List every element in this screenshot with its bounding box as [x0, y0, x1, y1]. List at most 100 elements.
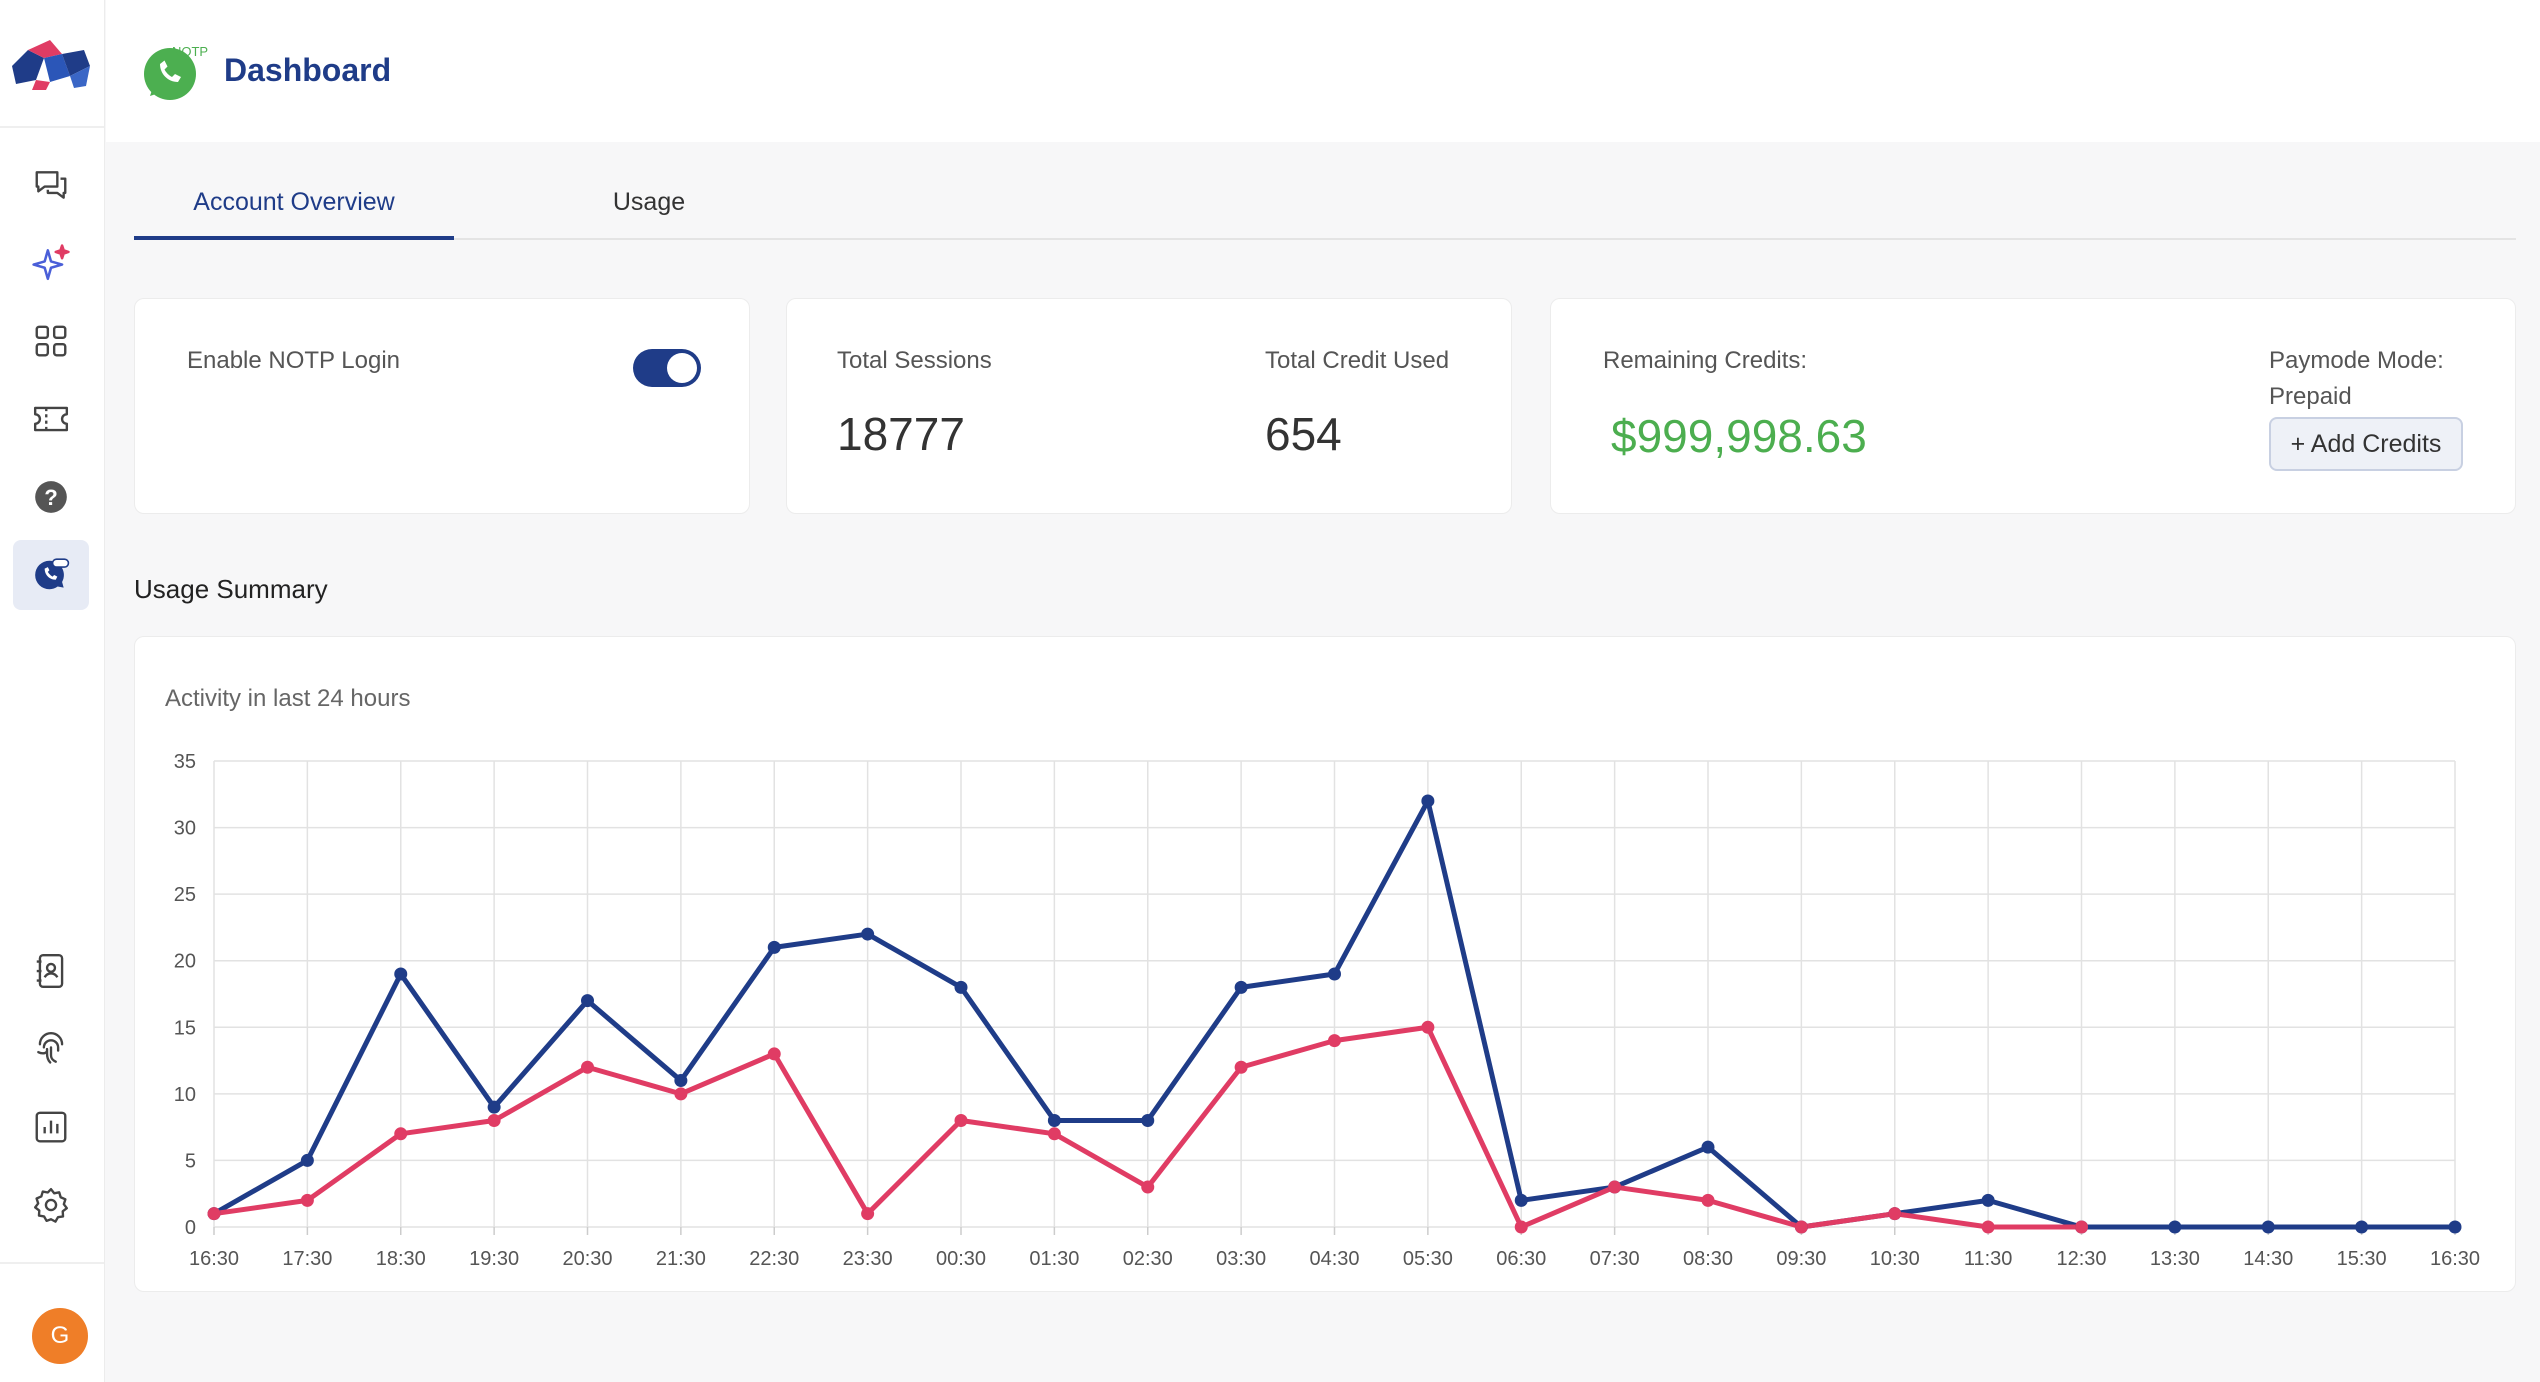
touch-id-icon [37, 1032, 64, 1064]
help-icon: ? [35, 481, 67, 513]
notp-login-toggle[interactable] [633, 349, 701, 387]
series-1-point [487, 1113, 501, 1127]
apps-grid-icon [35, 325, 67, 357]
usage-summary-title: Usage Summary [134, 574, 328, 604]
x-tick-label: 06:30 [1496, 1248, 1546, 1270]
tab-bar: Account Overview Usage [134, 180, 2516, 240]
sidebar-item-tickets[interactable] [13, 384, 89, 454]
series-1-point [394, 1127, 408, 1141]
x-tick-label: 18:30 [376, 1248, 426, 1270]
x-tick-label: 01:30 [1029, 1248, 1079, 1270]
x-tick-label: 11:30 [1964, 1248, 2013, 1270]
series-1-point [1047, 1127, 1061, 1141]
x-tick-label: 13:30 [2150, 1248, 2200, 1270]
settings-icon [33, 1187, 69, 1223]
x-tick-label: 07:30 [1590, 1248, 1640, 1270]
y-tick-label: 30 [174, 818, 196, 840]
paymode-label: Paymode Mode: [2269, 347, 2444, 374]
series-0-point [300, 1153, 314, 1167]
notp-login-label: Enable NOTP Login [187, 347, 401, 374]
x-tick-label: 02:30 [1123, 1248, 1173, 1270]
series-0-point [2261, 1220, 2275, 1234]
series-0-point [2448, 1220, 2462, 1234]
sparkle-icon [32, 244, 70, 281]
tab-usage[interactable]: Usage [612, 188, 686, 216]
series-0-point [2355, 1220, 2369, 1234]
series-0-point [581, 994, 594, 1008]
sidebar-item-analytics[interactable] [13, 1092, 89, 1162]
x-tick-label: 20:30 [562, 1248, 612, 1270]
sidebar-divider-bottom [0, 1262, 104, 1264]
y-tick-label: 20 [174, 951, 196, 973]
series-1-point [1234, 1060, 1248, 1074]
series-0-point [861, 927, 875, 941]
paymode-value: Prepaid [2269, 383, 2352, 410]
contact-book-icon [36, 953, 64, 989]
ticket-icon [33, 406, 69, 432]
x-tick-label: 22:30 [749, 1248, 799, 1270]
x-tick-label: 15:30 [2337, 1248, 2387, 1270]
x-tick-label: 21:30 [656, 1248, 706, 1270]
x-tick-label: 10:30 [1870, 1248, 1920, 1270]
chart-subtitle: Activity in last 24 hours [165, 685, 411, 712]
total-sessions-label: Total Sessions [837, 347, 992, 374]
series-1-point [2075, 1220, 2088, 1234]
x-tick-label: 19:30 [469, 1248, 519, 1270]
sidebar-item-help[interactable]: ? [13, 462, 89, 532]
series-1-point [954, 1113, 968, 1127]
brand-logo[interactable] [10, 36, 92, 92]
chat-bubbles-icon [35, 171, 67, 199]
sidebar-item-notp[interactable] [13, 540, 89, 610]
analytics-icon [35, 1111, 67, 1143]
y-tick-label: 35 [174, 751, 196, 773]
series-0-point [487, 1100, 501, 1114]
x-tick-label: 04:30 [1309, 1248, 1359, 1270]
sidebar-item-settings[interactable] [13, 1170, 89, 1240]
series-1-point [581, 1060, 594, 1074]
add-credits-button[interactable]: + Add Credits [2269, 417, 2463, 471]
sidebar: ? G [0, 0, 105, 1382]
series-1-point [1141, 1180, 1155, 1194]
x-tick-label: 00:30 [936, 1248, 986, 1270]
y-tick-label: 25 [174, 884, 196, 906]
series-0-point [1047, 1113, 1061, 1127]
series-1-point [1981, 1220, 1995, 1234]
series-0-point [1328, 967, 1341, 981]
x-tick-label: 09:30 [1776, 1248, 1826, 1270]
sidebar-item-biometric[interactable] [13, 1014, 89, 1084]
x-tick-label: 08:30 [1683, 1248, 1733, 1270]
series-0-point [1701, 1140, 1715, 1154]
notp-login-card: Enable NOTP Login [134, 298, 750, 514]
series-1-point [1888, 1207, 1902, 1221]
x-tick-label: 23:30 [843, 1248, 893, 1270]
series-0-point [767, 940, 781, 954]
series-0-point [1234, 980, 1248, 994]
svg-text:?: ? [44, 485, 58, 510]
avatar[interactable]: G [32, 1308, 88, 1364]
series-1-point [1794, 1220, 1808, 1234]
tab-account-overview[interactable]: Account Overview [134, 180, 454, 240]
activity-line-chart: 0 5 10 15 20 25 30 35 16:30 17:30 18:30 19:30 20:30 2… [174, 751, 2480, 1270]
remaining-credits-label: Remaining Credits: [1603, 347, 1808, 374]
total-sessions-value: 18777 [837, 408, 965, 460]
usage-chart-card: Activity in last 24 hours 0 5 10 15 20 25 30 35… [134, 636, 2516, 1292]
sidebar-item-apps[interactable] [13, 306, 89, 376]
x-tick-label: 03:30 [1216, 1248, 1266, 1270]
series-0-point [394, 967, 408, 981]
series-1-point [207, 1207, 221, 1221]
sidebar-item-ai[interactable] [13, 228, 89, 298]
y-tick-label: 5 [185, 1150, 196, 1172]
series-0-point [674, 1074, 688, 1088]
series-1-point [1701, 1193, 1715, 1207]
sidebar-item-contacts[interactable] [13, 936, 89, 1006]
toggle-knob [667, 353, 697, 383]
series-1-point [861, 1207, 875, 1221]
sidebar-item-conversations[interactable] [13, 150, 89, 220]
notp-logo: NOTP [144, 44, 208, 100]
sessions-card: Total Sessions 18777 Total Credit Used 6… [786, 298, 1512, 514]
y-tick-label: 10 [174, 1084, 196, 1106]
series-1-point [767, 1047, 781, 1061]
page-title: Dashboard [224, 52, 392, 88]
series-0-point [1421, 794, 1435, 808]
x-tick-label: 05:30 [1403, 1248, 1453, 1270]
